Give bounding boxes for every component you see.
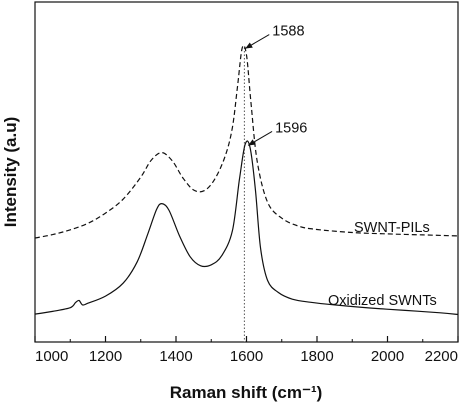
series-line-swnt-pils <box>34 44 459 239</box>
x-tick-label: 1400 <box>159 348 192 365</box>
x-tick-label: 1600 <box>230 348 263 365</box>
x-tick-label: 2200 <box>425 348 458 365</box>
x-axis-ticks: 1000 1200 1400 1600 1800 2000 2200 <box>34 336 459 365</box>
peak-label-1596: 1596 <box>275 120 307 136</box>
series-label-swnt-pils: SWNT-PILs <box>354 220 430 236</box>
x-tick-label: 2000 <box>371 348 404 365</box>
x-tick-label: 1200 <box>89 348 122 365</box>
plot-area-frame <box>34 1 459 343</box>
peak-label-1588: 1588 <box>272 24 304 40</box>
x-tick-label: 1800 <box>300 348 333 365</box>
series-label-oxidized-swnts: Oxidized SWNTs <box>328 293 437 309</box>
x-tick-label: 1000 <box>35 348 68 365</box>
x-axis-title: Raman shift (cm⁻¹) <box>170 383 323 402</box>
y-axis-title: Intensity (a.u) <box>1 117 20 228</box>
annotation-arrowhead <box>248 139 256 146</box>
annotation-arrowhead <box>245 42 253 49</box>
peak-annotation-1596: 1596 <box>247 120 307 146</box>
peak-annotation-1588: 1588 <box>245 24 305 49</box>
series-line-oxidized-swnts <box>34 140 459 316</box>
